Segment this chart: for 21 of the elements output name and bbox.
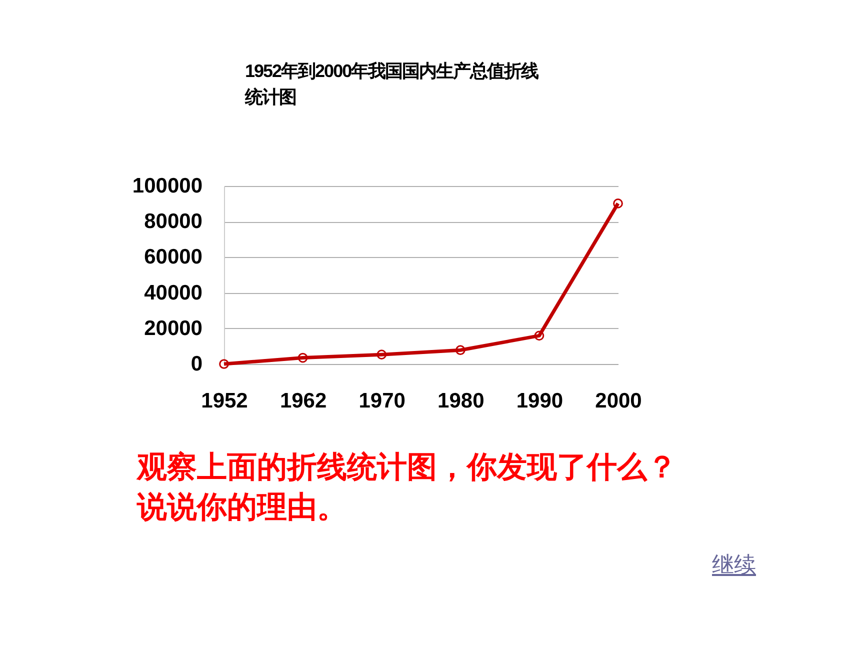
text: 观察上面的折线统计图，你发现了什么？说说你的理由。	[137, 450, 678, 526]
point	[613, 198, 623, 208]
y-tick-label: 20000	[144, 316, 202, 340]
x-tick-label: 1990	[516, 390, 564, 412]
point	[534, 330, 544, 341]
x-tick-label: 1962	[280, 390, 327, 412]
y-tick-label: 60000	[144, 246, 202, 269]
point	[219, 359, 229, 369]
y-tick-label: 0	[190, 352, 202, 376]
x-tick-label: 1980	[438, 390, 484, 412]
x-tick-label: 1952	[201, 390, 248, 412]
chart-title: 1952年到2000年我国国内生产总值折线统计图	[245, 60, 540, 109]
text: 继续	[712, 551, 756, 579]
x-tick-label: 1970	[358, 390, 406, 412]
y-tick-label: 40000	[144, 281, 202, 304]
point	[455, 345, 466, 356]
point	[298, 352, 308, 363]
x-tick-label: 2000	[595, 390, 642, 412]
point	[376, 350, 387, 360]
y-tick-label: 80000	[144, 210, 202, 234]
y-tick-label: 100000	[132, 174, 202, 198]
